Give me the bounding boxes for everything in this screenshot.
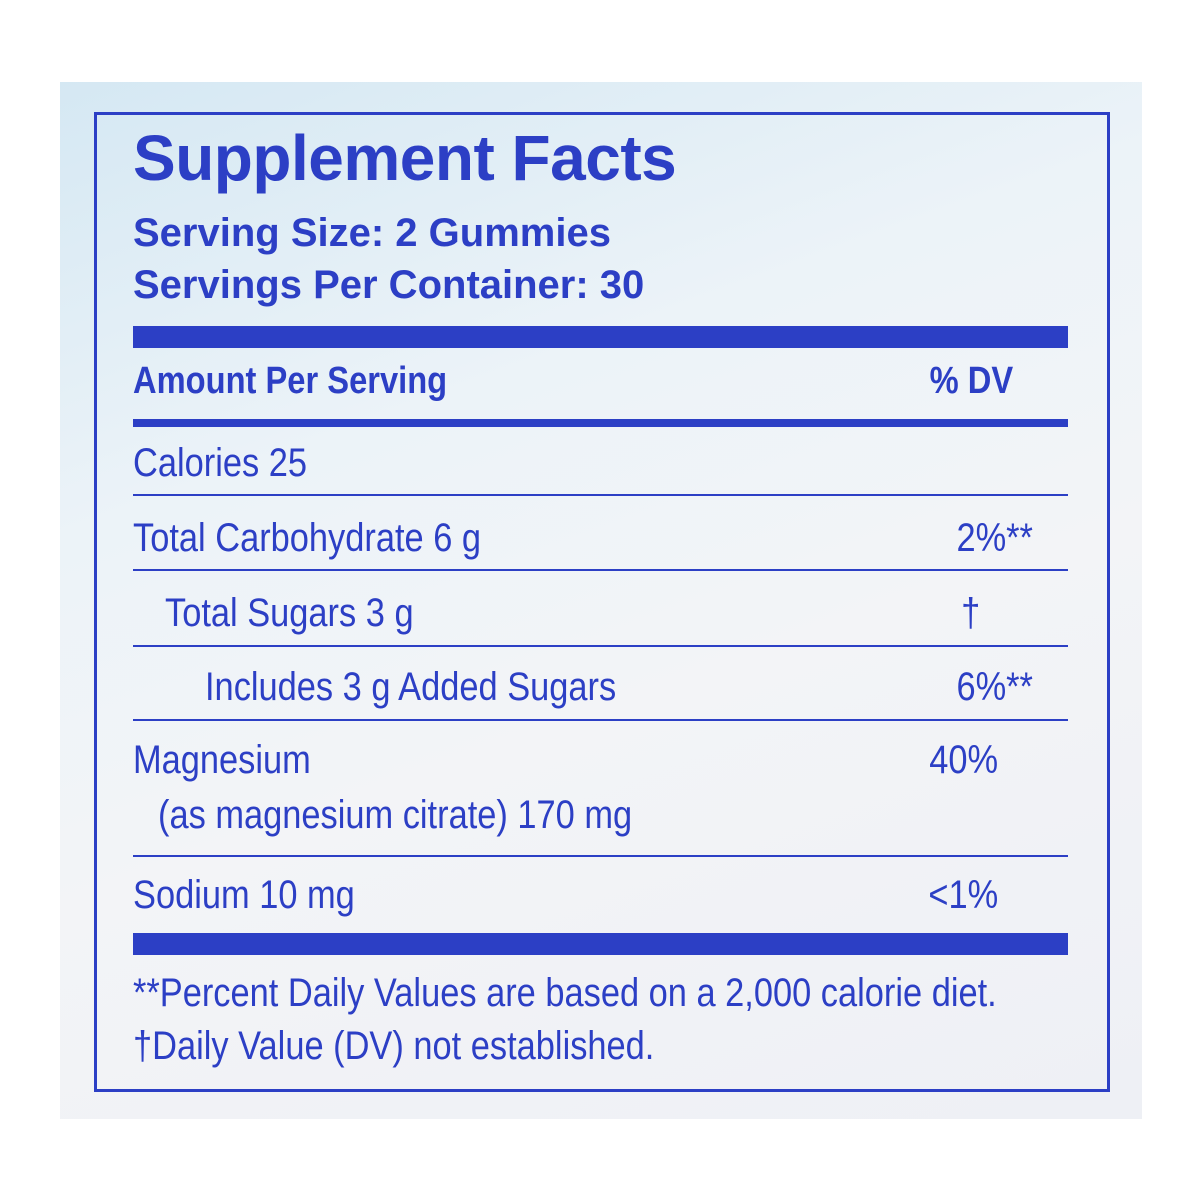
amount-per-serving-header: Amount Per Serving bbox=[133, 360, 448, 402]
row-divider bbox=[133, 494, 1068, 496]
row-divider bbox=[133, 855, 1068, 857]
supplement-facts-panel bbox=[94, 112, 1110, 1092]
footnote-dv-not-established: †Daily Value (DV) not established. bbox=[133, 1024, 655, 1068]
row-divider bbox=[133, 569, 1068, 571]
row-divider bbox=[133, 645, 1068, 647]
row-total-carbohydrate: Total Carbohydrate 6 g bbox=[133, 516, 482, 560]
row-added-sugars: Includes 3 g Added Sugars bbox=[205, 665, 617, 709]
row-total-carbohydrate-dv: 2%** bbox=[956, 516, 1033, 560]
row-sodium-dv: <1% bbox=[928, 873, 998, 917]
row-divider bbox=[133, 719, 1068, 721]
serving-size: Serving Size: 2 Gummies bbox=[133, 211, 611, 255]
header-rule bbox=[133, 419, 1068, 427]
row-magnesium-source: (as magnesium citrate) 170 mg bbox=[158, 793, 633, 837]
daily-value-header: % DV bbox=[929, 360, 1013, 402]
label-title: Supplement Facts bbox=[133, 122, 677, 194]
top-thick-rule bbox=[133, 326, 1068, 348]
row-total-sugars-dv: † bbox=[960, 591, 980, 635]
servings-per-container: Servings Per Container: 30 bbox=[133, 263, 645, 307]
row-magnesium: Magnesium bbox=[133, 738, 311, 782]
row-calories: Calories 25 bbox=[133, 441, 308, 485]
row-added-sugars-dv: 6%** bbox=[956, 665, 1033, 709]
bottom-thick-rule bbox=[133, 933, 1068, 955]
footnote-daily-values: **Percent Daily Values are based on a 2,… bbox=[133, 971, 997, 1015]
row-sodium: Sodium 10 mg bbox=[133, 873, 355, 917]
row-magnesium-dv: 40% bbox=[929, 738, 998, 782]
row-total-sugars: Total Sugars 3 g bbox=[165, 591, 414, 635]
